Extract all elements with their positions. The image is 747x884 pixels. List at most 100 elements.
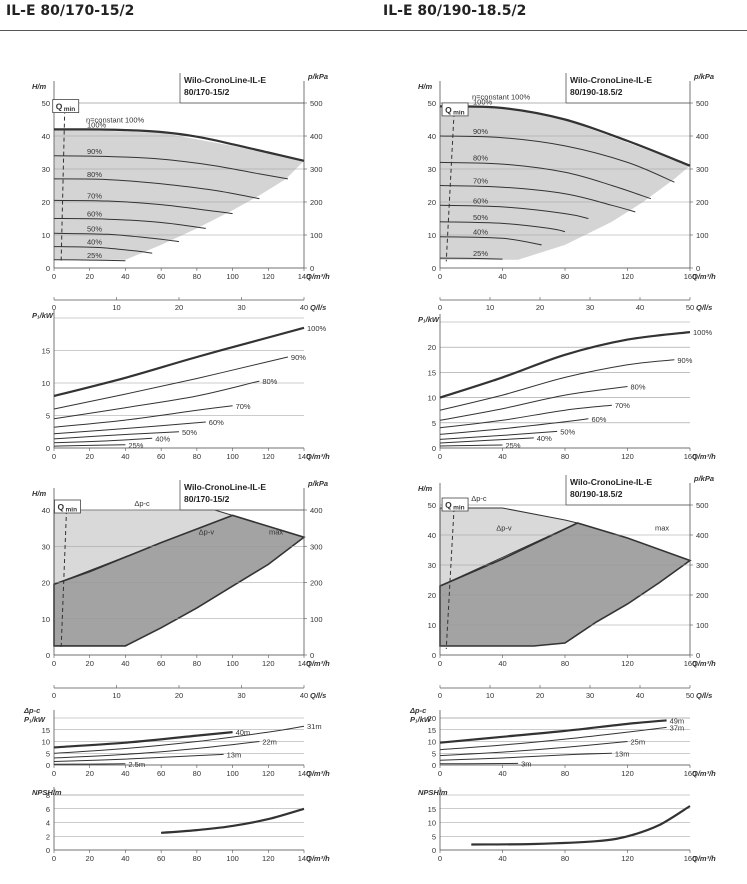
y-axis-label: H/m	[418, 484, 433, 493]
x-tick-label: 80	[193, 452, 201, 461]
y-axis-label: H/m	[32, 489, 47, 498]
y2-tick-label: 400	[696, 132, 709, 141]
y-tick-label: 15	[42, 726, 50, 735]
x-axis-label: Q/m³/h	[692, 452, 716, 461]
x2-tick-label: 30	[237, 303, 245, 312]
x-tick-label: 80	[561, 659, 569, 668]
dpc-axis-label: Δp-c	[23, 706, 41, 715]
qmin-subscript: min	[66, 507, 78, 514]
speed-label-70pct: 70%	[87, 191, 102, 200]
y-tick-label: 10	[428, 621, 436, 630]
y-axis-label: P₁/kW	[418, 315, 440, 324]
y-tick-label: 0	[46, 846, 50, 855]
qmin-box	[54, 499, 81, 514]
x-tick-label: 20	[86, 769, 94, 778]
x-tick-label: 60	[157, 659, 165, 668]
x-tick-label: 80	[193, 769, 201, 778]
curve-25%	[439, 444, 503, 447]
speed-label-70pct: 70%	[473, 177, 488, 186]
y-tick-label: 15	[42, 347, 50, 356]
y-tick-label: 40	[42, 506, 50, 515]
x-tick-label: 80	[561, 769, 569, 778]
y-tick-label: 10	[428, 231, 436, 240]
x-tick-label: 0	[52, 659, 56, 668]
speed-curve-40pct	[53, 246, 153, 254]
y2-tick-label: 400	[310, 132, 323, 141]
qmin-label: Q	[58, 502, 65, 512]
speed-curve-70pct	[53, 199, 233, 215]
curve-37m	[439, 726, 667, 751]
speed-label-50pct: 50%	[87, 224, 102, 233]
speed-curve-70pct	[439, 185, 636, 213]
y-axis-label: NPSH/m	[32, 788, 62, 797]
x-tick-label: 120	[262, 854, 275, 863]
curve-label-22m: 22m	[262, 738, 277, 747]
curve-40%	[439, 437, 534, 444]
y-tick-label: 5	[432, 419, 436, 428]
qmin-line	[445, 112, 455, 262]
curve-label-13m: 13m	[227, 750, 242, 759]
speed-label-80pct: 80%	[87, 170, 102, 179]
header-rule	[0, 30, 747, 31]
x-axis-label: Q/m³/h	[306, 769, 330, 778]
x-tick-label: 100	[226, 854, 239, 863]
y-axis-label: NPSH/m	[418, 788, 448, 797]
curve-npsh	[471, 805, 691, 846]
qmin-box	[441, 102, 469, 117]
curve-label-37m: 37m	[670, 723, 685, 732]
speed-curve-80pct	[439, 161, 652, 200]
curve-80%	[439, 386, 628, 421]
x-tick-label: 160	[684, 452, 697, 461]
speed-label-60pct: 60%	[87, 210, 102, 219]
x-tick-label: 120	[621, 452, 634, 461]
speed-curve-60pct	[53, 218, 206, 229]
curve-22m	[53, 741, 260, 759]
speed-curve-25pct	[53, 259, 126, 262]
y2-tick-label: 300	[696, 165, 709, 174]
qmin-line	[60, 109, 66, 262]
chart-title-line2: 80/190-18.5/2	[570, 489, 623, 499]
x2-tick-label: 10	[486, 691, 494, 700]
y-tick-label: 15	[428, 368, 436, 377]
curve-label-90%: 90%	[291, 353, 306, 362]
curve-label-13m: 13m	[615, 749, 630, 758]
operating-envelope	[440, 106, 690, 260]
x2-tick-label: 30	[237, 691, 245, 700]
chart-title-line1: Wilo-CronoLine-IL-E	[570, 477, 652, 487]
speed-label-50pct: 50%	[473, 213, 488, 222]
y-tick-label: 50	[428, 99, 436, 108]
x2-tick-label: 40	[300, 303, 308, 312]
curve-100%	[439, 331, 691, 399]
x-tick-label: 160	[684, 272, 697, 281]
speed-label-60pct: 60%	[473, 196, 488, 205]
x2-tick-label: 50	[686, 303, 694, 312]
y-tick-label: 5	[46, 749, 50, 758]
x2-tick-label: 0	[438, 691, 442, 700]
y-tick-label: 20	[42, 198, 50, 207]
x-tick-label: 0	[52, 452, 56, 461]
speed-curve-100pct	[439, 105, 691, 167]
y-tick-label: 50	[42, 99, 50, 108]
speed-label-25pct: 25%	[87, 251, 102, 260]
x-tick-label: 0	[438, 854, 442, 863]
curve-90%	[53, 356, 289, 410]
x-tick-label: 80	[193, 854, 201, 863]
curve-label-3m: 3m	[521, 759, 531, 768]
x-tick-label: 40	[121, 769, 129, 778]
qmin-subscript: min	[453, 109, 465, 116]
speed-curve-60pct	[439, 204, 589, 219]
x-tick-label: 40	[498, 452, 506, 461]
chart-title-line1: Wilo-CronoLine-IL-E	[184, 482, 266, 492]
y2-tick-label: 100	[696, 621, 709, 630]
x-tick-label: 80	[561, 452, 569, 461]
x2-tick-label: 20	[175, 303, 183, 312]
speed-curve-50pct	[53, 232, 180, 243]
y-tick-label: 40	[428, 531, 436, 540]
qmin-subscript: min	[64, 106, 76, 113]
speed-curve-25pct	[439, 257, 503, 260]
x-tick-label: 40	[498, 659, 506, 668]
x-tick-label: 100	[226, 272, 239, 281]
